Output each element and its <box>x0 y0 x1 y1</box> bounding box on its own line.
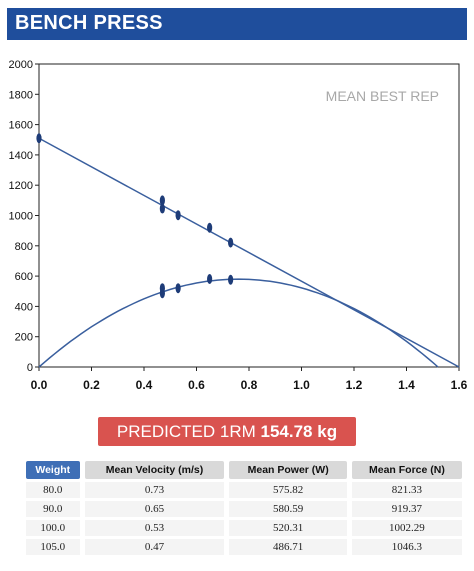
x-tick-label: 0.4 <box>136 378 153 392</box>
y-tick-label: 2000 <box>9 59 33 71</box>
cell-force: 1046.3 <box>351 539 462 555</box>
x-tick-label: 0.2 <box>83 378 100 392</box>
cell-velocity: 0.47 <box>84 539 225 555</box>
y-tick-label: 1000 <box>9 211 33 223</box>
cell-weight: 105.0 <box>26 539 80 555</box>
velocity-chart: 0 200 400 600 800 1000 1200 1400 1600 1800 2000 0.0… <box>9 59 468 392</box>
cell-weight: 100.0 <box>26 520 80 536</box>
y-tick-label: 600 <box>15 271 33 283</box>
data-point <box>228 237 234 248</box>
column-header-weight: Weight <box>26 461 80 479</box>
data-point <box>36 133 42 144</box>
y-tick-label: 0 <box>27 362 33 374</box>
x-tick-label: 1.6 <box>451 378 468 392</box>
column-header-force: Mean Force (N) <box>351 461 462 479</box>
cell-force: 821.33 <box>351 482 462 498</box>
prediction-label: PREDICTED 1RM <box>116 422 256 441</box>
table-row: 100.0 0.53 520.31 1002.29 <box>26 520 462 536</box>
cell-velocity: 0.53 <box>84 520 225 536</box>
column-header-velocity: Mean Velocity (m/s) <box>84 461 225 479</box>
data-point <box>175 210 181 221</box>
chart-title: MEAN BEST REP <box>326 88 439 104</box>
x-tick-label: 0.8 <box>241 378 258 392</box>
table-row: 80.0 0.73 575.82 821.33 <box>26 482 462 498</box>
cell-power: 580.59 <box>229 501 347 517</box>
prediction-banner: PREDICTED 1RM 154.78 kg <box>98 417 356 446</box>
cell-weight: 90.0 <box>26 501 80 517</box>
x-tick-label: 1.0 <box>293 378 310 392</box>
data-point <box>207 273 213 284</box>
y-tick-label: 1400 <box>9 150 33 162</box>
y-tick-label: 1200 <box>9 180 33 192</box>
cell-weight: 80.0 <box>26 482 80 498</box>
data-point <box>159 283 165 294</box>
page-title: BENCH PRESS <box>15 12 163 34</box>
table-row: 105.0 0.47 486.71 1046.3 <box>26 539 462 555</box>
y-tick-label: 800 <box>15 241 33 253</box>
x-tick-label: 0.0 <box>31 378 48 392</box>
table-header-row: Weight Mean Velocity (m/s) Mean Power (W… <box>26 461 462 479</box>
cell-power: 575.82 <box>229 482 347 498</box>
data-point <box>207 222 213 233</box>
y-tick-label: 200 <box>15 332 33 344</box>
header-bar: BENCH PRESS <box>7 8 467 40</box>
cell-power: 520.31 <box>229 520 347 536</box>
cell-power: 486.71 <box>229 539 347 555</box>
table-row: 90.0 0.65 580.59 919.37 <box>26 501 462 517</box>
x-tick-label: 1.2 <box>346 378 363 392</box>
y-tick-label: 400 <box>15 301 33 313</box>
cell-velocity: 0.65 <box>84 501 225 517</box>
prediction-value: 154.78 kg <box>260 422 338 441</box>
data-point <box>159 203 165 214</box>
force-velocity-line <box>38 137 460 368</box>
results-table: Weight Mean Velocity (m/s) Mean Power (W… <box>21 458 467 558</box>
data-point <box>175 283 181 294</box>
data-point <box>159 195 165 206</box>
power-velocity-curve <box>38 278 439 368</box>
data-point <box>228 274 234 285</box>
x-tick-label: 1.4 <box>398 378 415 392</box>
plot-frame <box>38 63 460 368</box>
x-tick-label: 0.6 <box>188 378 205 392</box>
cell-force: 1002.29 <box>351 520 462 536</box>
y-tick-label: 1600 <box>9 120 33 132</box>
column-header-power: Mean Power (W) <box>229 461 347 479</box>
cell-velocity: 0.73 <box>84 482 225 498</box>
cell-force: 919.37 <box>351 501 462 517</box>
y-tick-label: 1800 <box>9 89 33 101</box>
